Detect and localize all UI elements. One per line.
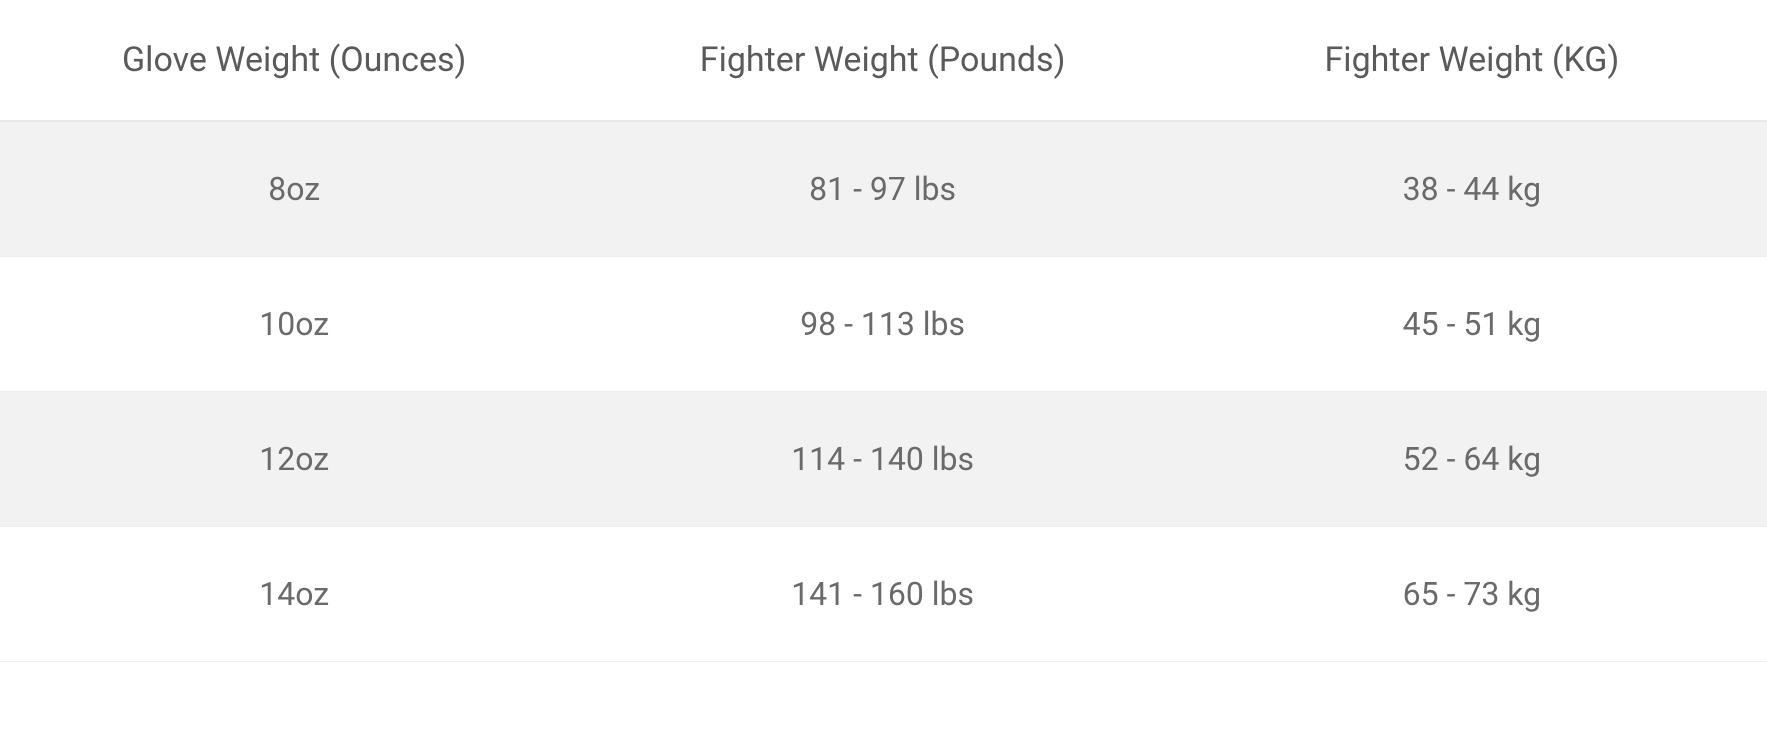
- table-row: 10oz 98 - 113 lbs 45 - 51 kg: [0, 257, 1767, 392]
- table-row: 12oz 114 - 140 lbs 52 - 64 kg: [0, 392, 1767, 527]
- cell-fighter-weight-kg: 38 - 44 kg: [1177, 121, 1767, 257]
- cell-fighter-weight-pounds: 98 - 113 lbs: [588, 257, 1176, 392]
- column-header-glove-weight: Glove Weight (Ounces): [0, 0, 588, 121]
- cell-fighter-weight-pounds: 114 - 140 lbs: [588, 392, 1176, 527]
- cell-fighter-weight-kg: 45 - 51 kg: [1177, 257, 1767, 392]
- cell-fighter-weight-pounds: 81 - 97 lbs: [588, 121, 1176, 257]
- column-header-fighter-weight-kg: Fighter Weight (KG): [1177, 0, 1767, 121]
- cell-fighter-weight-kg: 52 - 64 kg: [1177, 392, 1767, 527]
- glove-weight-table: Glove Weight (Ounces) Fighter Weight (Po…: [0, 0, 1767, 662]
- cell-glove-weight: 14oz: [0, 527, 588, 662]
- table-row: 8oz 81 - 97 lbs 38 - 44 kg: [0, 121, 1767, 257]
- cell-glove-weight: 8oz: [0, 121, 588, 257]
- cell-fighter-weight-kg: 65 - 73 kg: [1177, 527, 1767, 662]
- table-row: 14oz 141 - 160 lbs 65 - 73 kg: [0, 527, 1767, 662]
- cell-glove-weight: 10oz: [0, 257, 588, 392]
- table-header-row: Glove Weight (Ounces) Fighter Weight (Po…: [0, 0, 1767, 121]
- column-header-fighter-weight-pounds: Fighter Weight (Pounds): [588, 0, 1176, 121]
- cell-glove-weight: 12oz: [0, 392, 588, 527]
- cell-fighter-weight-pounds: 141 - 160 lbs: [588, 527, 1176, 662]
